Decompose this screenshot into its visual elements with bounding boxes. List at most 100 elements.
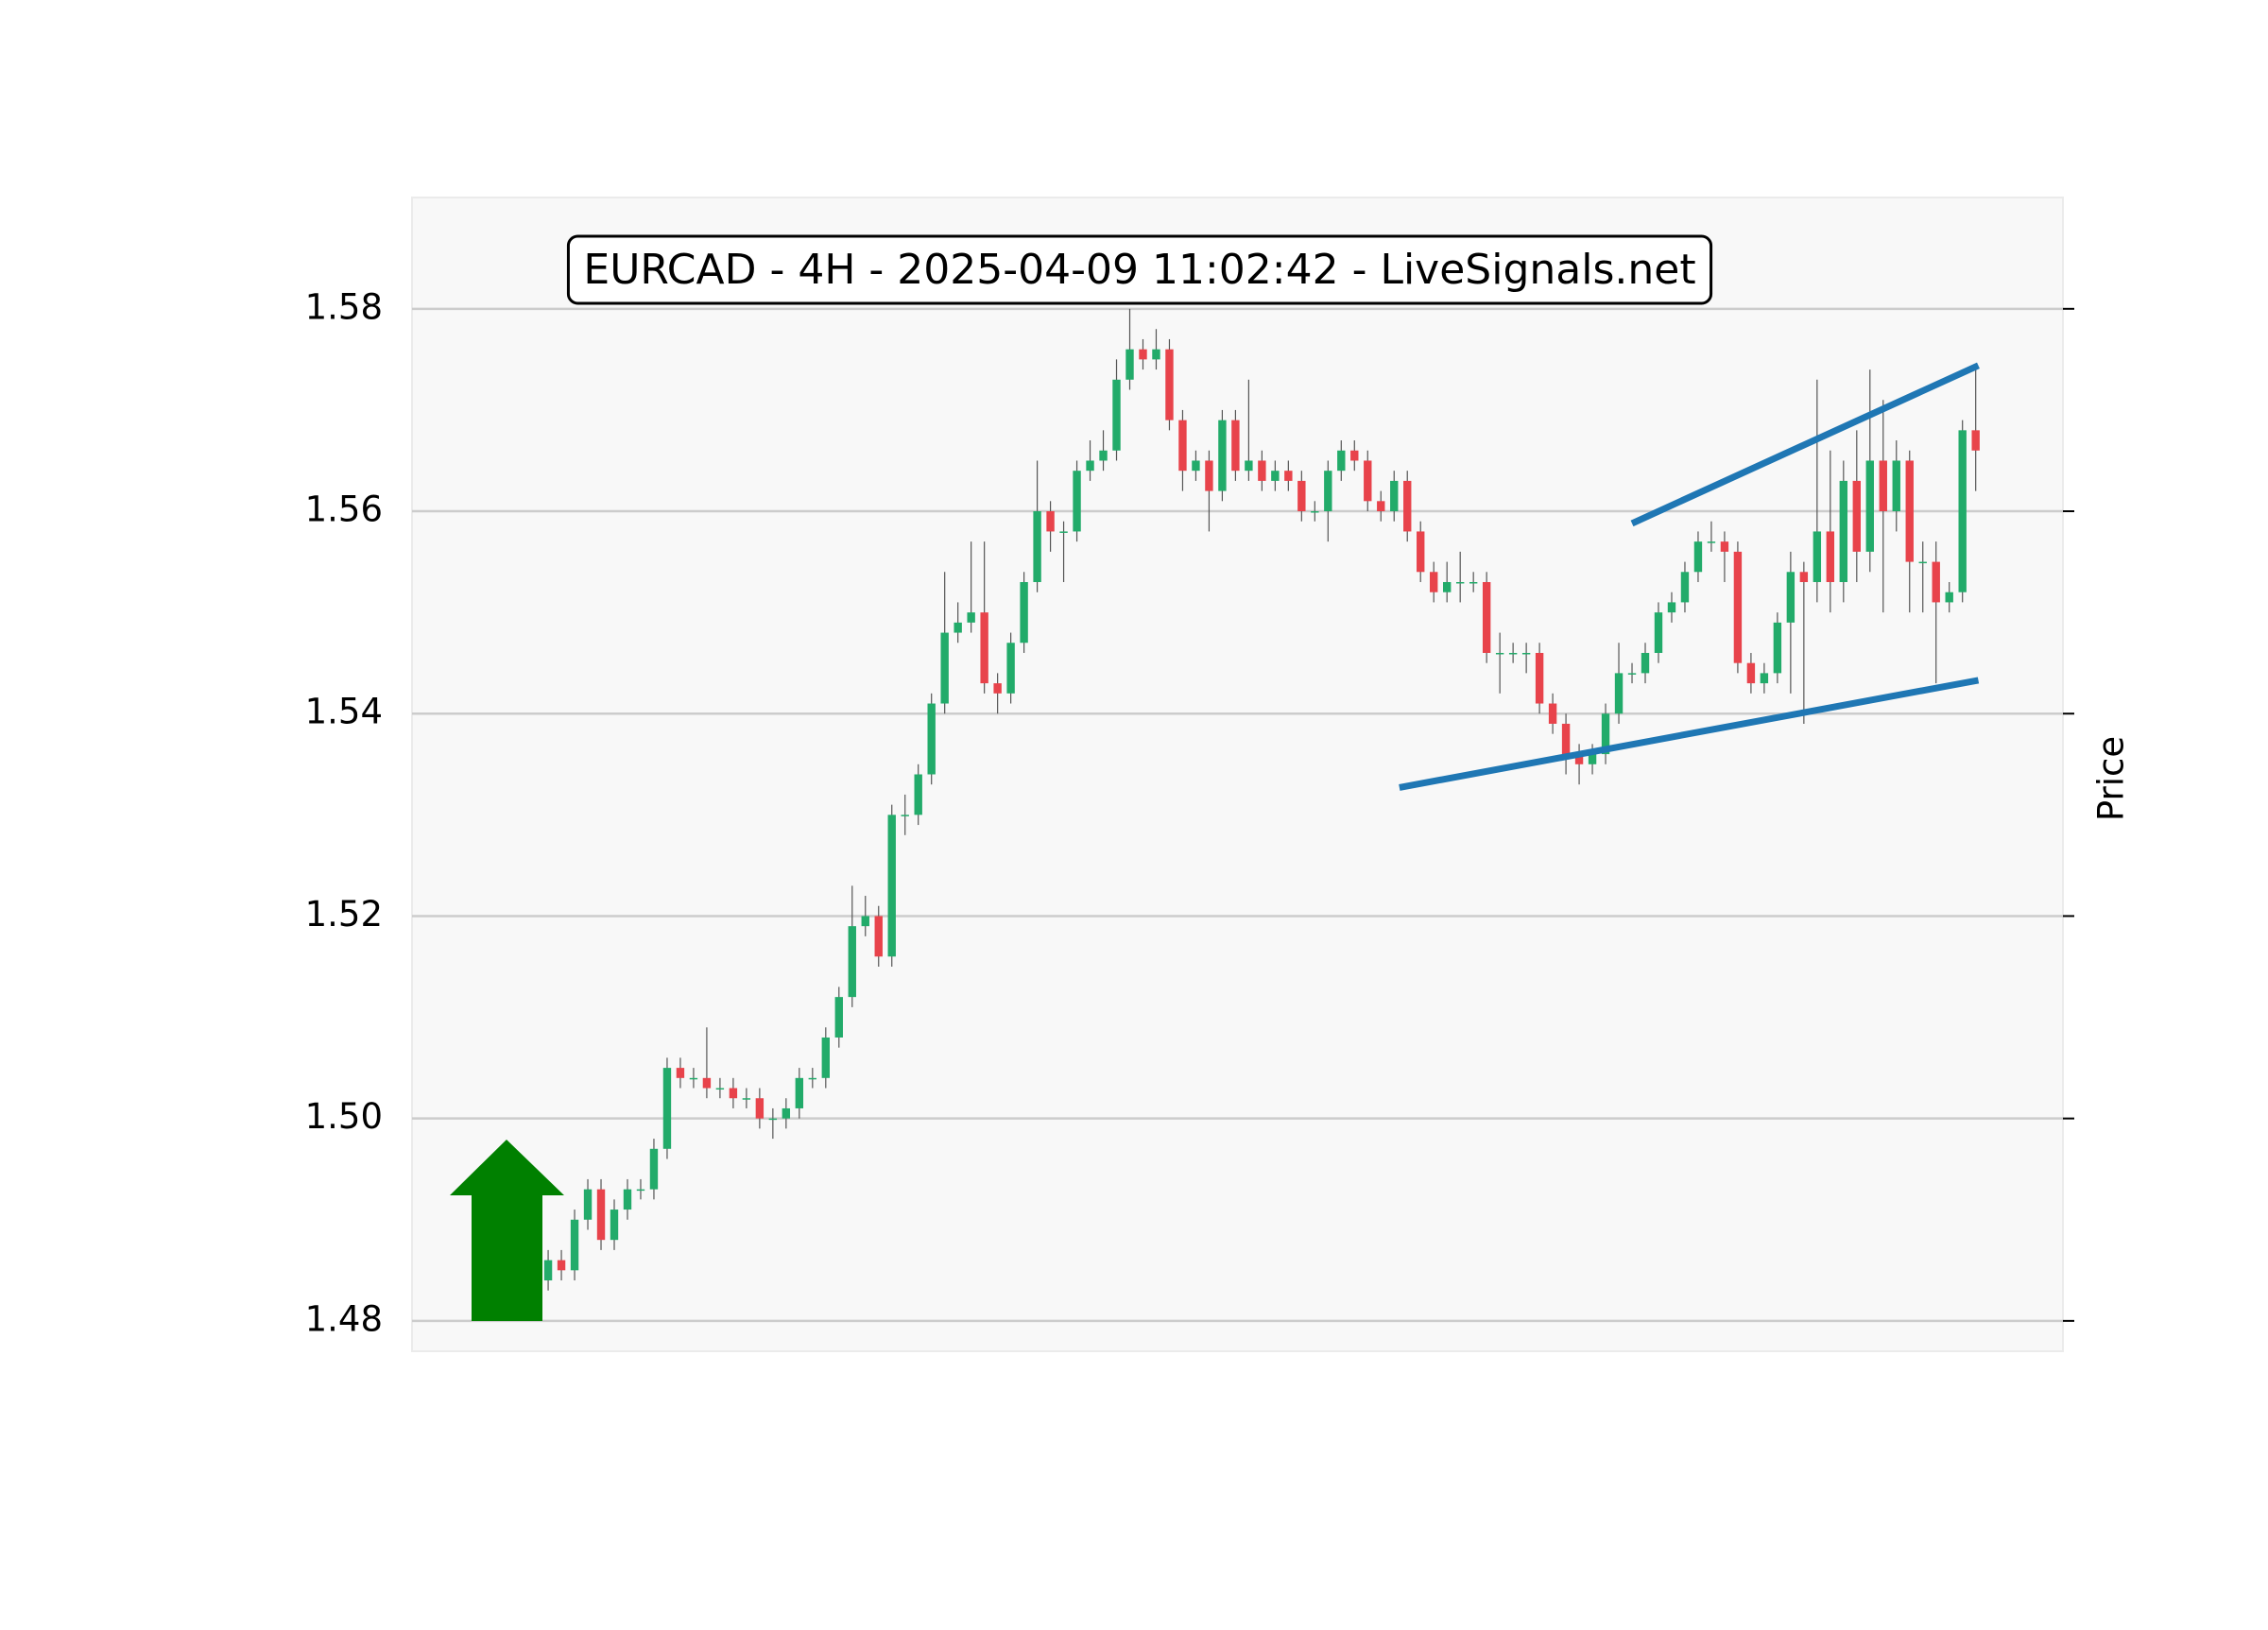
candle-body: [1905, 460, 1914, 562]
candle-body: [1707, 541, 1716, 543]
candle-body: [1760, 673, 1769, 684]
trend-line: [1399, 677, 1980, 791]
candle-body: [821, 1037, 830, 1078]
candle-body: [1548, 703, 1557, 724]
candle-body: [1733, 551, 1743, 663]
candle-body: [610, 1210, 619, 1241]
candle-body: [1601, 713, 1610, 755]
candle-body: [1865, 460, 1874, 552]
candle-body: [1139, 349, 1147, 360]
candle-body: [1641, 652, 1650, 674]
candle-body: [1852, 480, 1861, 552]
candle-body: [1297, 480, 1306, 512]
y-tick-label: 1.58: [305, 286, 383, 327]
marks: [543, 308, 1980, 1291]
candle-body: [755, 1098, 765, 1119]
candle-body: [993, 683, 1002, 694]
candle-body: [1535, 652, 1544, 704]
candle-body: [1417, 531, 1425, 573]
y-tick-label: 1.52: [305, 894, 383, 935]
candle-body: [662, 1068, 672, 1149]
title-box: [566, 234, 1713, 305]
candle-body: [1165, 349, 1174, 420]
candle-body: [1337, 450, 1346, 472]
candle-body: [1152, 349, 1160, 360]
candle-body: [1958, 430, 1967, 592]
candle-body: [1482, 582, 1491, 653]
candle-body: [1192, 460, 1200, 472]
y-axis-label: Price: [2091, 736, 2132, 821]
candle-body: [887, 815, 896, 957]
candle-body: [1245, 460, 1253, 472]
candle-body: [1059, 531, 1068, 533]
candle-body: [1430, 572, 1438, 592]
candle-body: [1324, 471, 1332, 512]
candle-body: [1271, 471, 1280, 481]
candle-body: [1350, 450, 1359, 461]
candle-body: [927, 703, 936, 775]
candle-body: [1574, 754, 1584, 764]
candle-body: [1667, 602, 1676, 613]
candle-body: [1588, 754, 1597, 764]
candle-body: [1879, 460, 1887, 512]
candle-body: [1205, 460, 1213, 491]
candle-body: [1377, 501, 1385, 512]
candle-body: [1033, 511, 1041, 582]
candle-body: [1720, 541, 1729, 552]
candle-body: [1231, 420, 1240, 472]
trend-line: [1630, 362, 1980, 527]
candle-body: [1932, 561, 1940, 603]
candle-body: [702, 1077, 712, 1089]
candle-body: [1284, 471, 1293, 481]
candle-body: [1258, 460, 1266, 481]
candle-body: [1654, 612, 1663, 653]
candle-body: [583, 1189, 593, 1220]
candle-body: [782, 1107, 791, 1119]
candle-body: [543, 1260, 553, 1281]
candle-body: [1443, 582, 1452, 592]
candle-body: [1839, 480, 1848, 582]
candle-body: [742, 1098, 751, 1100]
y-tick-label: 1.56: [305, 489, 383, 530]
candle-body: [967, 612, 975, 623]
candle-body: [1218, 420, 1227, 491]
candle-body: [980, 612, 988, 684]
candle-body: [1746, 662, 1756, 684]
candle-body: [1073, 471, 1081, 532]
candle-body: [795, 1077, 804, 1108]
candle-body: [557, 1260, 566, 1271]
candle-body: [1813, 531, 1822, 582]
candle-body: [636, 1189, 645, 1192]
y-tick-label: 1.50: [305, 1096, 383, 1137]
candle-body: [649, 1148, 659, 1190]
y-tick-label: 1.54: [305, 692, 383, 732]
candle-body: [808, 1077, 817, 1080]
candle-body: [689, 1077, 698, 1080]
candle-body: [1178, 420, 1187, 472]
candle-body: [676, 1068, 685, 1078]
candle-body: [848, 926, 856, 998]
candle-body: [1614, 673, 1624, 714]
grid: 1.48 1.50 1.52 1.54 1.56 1.58: [305, 286, 2074, 1339]
candle-body: [1892, 460, 1900, 512]
candle-body: [940, 632, 949, 704]
candle-body: [1945, 592, 1953, 603]
candle-body: [1495, 652, 1504, 655]
candle-body: [1099, 450, 1108, 461]
candle-body: [768, 1118, 778, 1121]
candle-body: [1086, 460, 1094, 472]
candle-body: [1773, 622, 1782, 674]
candle-body: [1006, 643, 1015, 694]
candle-body: [1020, 582, 1028, 643]
candle-body: [1521, 652, 1531, 655]
candle-body: [729, 1088, 738, 1099]
candle-body: [570, 1219, 579, 1271]
candle-body: [1680, 572, 1690, 603]
candle-body: [834, 997, 843, 1038]
candle-body: [1311, 511, 1319, 513]
candle-body: [914, 774, 922, 815]
candle-body: [1508, 652, 1518, 655]
candle-body: [1693, 541, 1703, 573]
